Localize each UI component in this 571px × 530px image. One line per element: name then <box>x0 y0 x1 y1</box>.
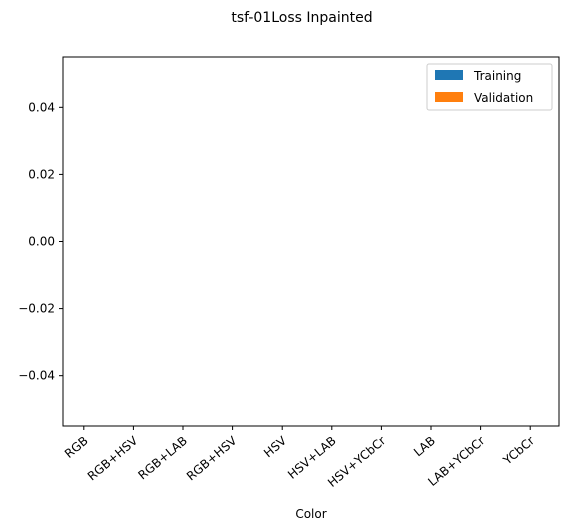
y-axis: 0.04 0.02 0.00 −0.02 −0.04 <box>18 100 63 383</box>
y-tick-label: −0.02 <box>18 302 55 316</box>
legend-swatch-validation <box>435 92 463 102</box>
y-tick-label: 0.00 <box>28 235 55 249</box>
plot-area <box>62 56 560 427</box>
y-tick-label: −0.04 <box>18 369 55 383</box>
x-tick-label: RGB <box>62 434 91 461</box>
x-tick-label: RGB+LAB <box>135 434 189 483</box>
x-tick-label: HSV <box>261 433 290 460</box>
x-axis-label: Color <box>295 507 326 521</box>
legend-label-training: Training <box>473 69 521 83</box>
y-tick-label: 0.04 <box>28 100 55 114</box>
x-tick-label: YCbCr <box>500 434 537 469</box>
legend-swatch-training <box>435 70 463 80</box>
x-tick-label: RGB+HSV <box>184 433 240 483</box>
x-tick-label: RGB+HSV <box>85 433 141 483</box>
chart-title: tsf-01Loss Inpainted <box>231 10 372 26</box>
y-tick-label: 0.02 <box>28 167 55 181</box>
legend: Training Validation <box>426 63 553 111</box>
x-tick-label: LAB <box>411 434 438 460</box>
legend-label-validation: Validation <box>474 91 533 105</box>
